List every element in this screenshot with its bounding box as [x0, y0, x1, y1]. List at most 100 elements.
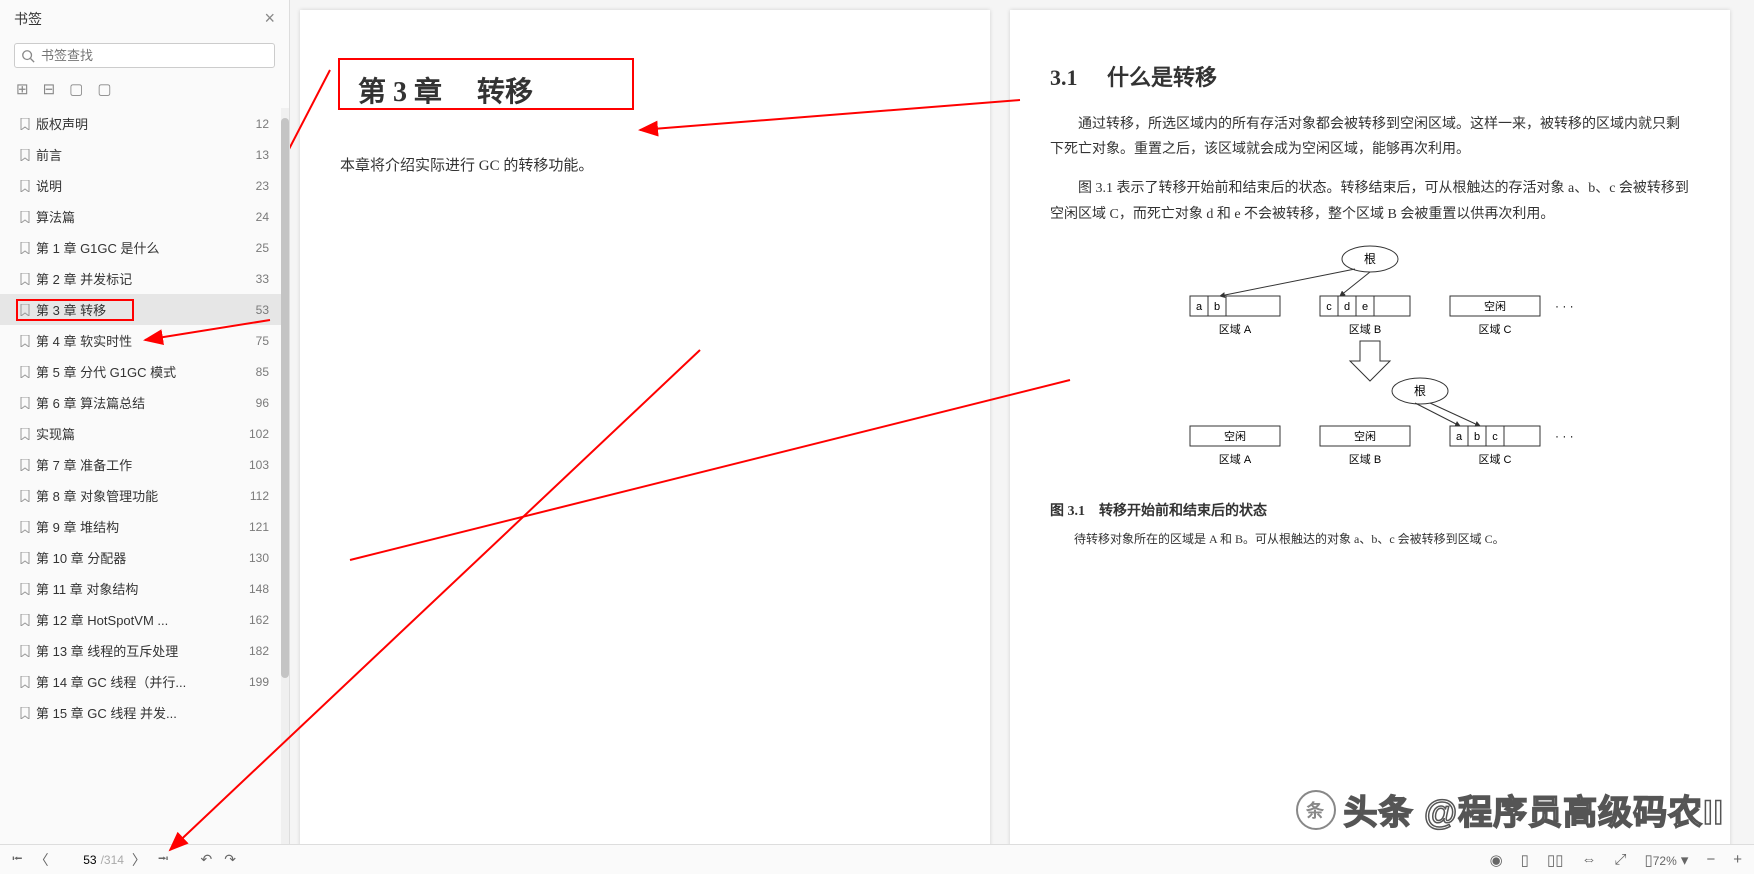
figure-note: 待转移对象所在的区域是 A 和 B。可从根触达的对象 a、b、c 会被转移到区域… — [1050, 530, 1690, 547]
bookmark-item[interactable]: 第 8 章 对象管理功能112 — [0, 480, 289, 511]
bookmark-icon — [20, 335, 30, 347]
section-number: 3.1 — [1050, 65, 1078, 90]
nav-forward-button[interactable]: ↷ — [220, 849, 240, 870]
collapse-icon[interactable]: ⊟ — [43, 80, 56, 98]
bookmark-item[interactable]: 前言13 — [0, 139, 289, 170]
zoom-in-button[interactable]: + — [1729, 849, 1746, 870]
fit-page-icon[interactable]: ⤢ — [1610, 849, 1630, 870]
next-page-button[interactable]: 〉 — [128, 848, 150, 872]
section-name: 什么是转移 — [1107, 65, 1217, 90]
bookmark-icon — [20, 118, 30, 130]
chapter-number: 第 3 章 — [358, 77, 442, 108]
svg-text:· · ·: · · · — [1555, 299, 1574, 313]
last-page-button[interactable]: ⭲ — [154, 846, 173, 874]
svg-text:区域 A: 区域 A — [1219, 453, 1252, 466]
bookmark-item[interactable]: 第 11 章 对象结构148 — [0, 573, 289, 604]
bookmark-label: 第 9 章 堆结构 — [36, 517, 119, 536]
bookmark-item[interactable]: 第 2 章 并发标记33 — [0, 263, 289, 294]
svg-text:区域 A: 区域 A — [1219, 323, 1252, 336]
bookmark-label: 第 14 章 GC 线程（并行... — [36, 672, 186, 691]
svg-text:空闲: 空闲 — [1224, 429, 1246, 443]
bookmark-icon — [20, 676, 30, 688]
bookmarks-sidebar: 书签 × ⊞ ⊟ ▢ ▢ 版权声明12前言13说明23算法篇24第 1 章 G1… — [0, 0, 290, 874]
view-mode-icon[interactable]: ◉ — [1486, 849, 1507, 871]
bookmark-icon — [20, 552, 30, 564]
sidebar-scrollbar-thumb[interactable] — [281, 118, 289, 678]
bookmark-icon — [20, 707, 30, 719]
bookmark-item[interactable]: 第 7 章 准备工作103 — [0, 449, 289, 480]
bookmark-item[interactable]: 第 13 章 线程的互斥处理182 — [0, 635, 289, 666]
zoom-out-button[interactable]: − — [1702, 849, 1719, 870]
svg-text:c: c — [1492, 431, 1498, 443]
bookmark-icon — [20, 180, 30, 192]
paragraph-1: 通过转移，所选区域内的所有存活对象都会被转移到空闲区域。这样一来，被转移的区域内… — [1050, 112, 1690, 162]
bookmark-icon — [20, 521, 30, 533]
svg-text:空闲: 空闲 — [1354, 429, 1376, 443]
page-left: 第 3 章 转移 本章将介绍实际进行 GC 的转移功能。 — [300, 10, 990, 864]
bookmark-item[interactable]: 算法篇24 — [0, 201, 289, 232]
svg-text:c: c — [1326, 301, 1332, 313]
zoom-dropdown[interactable]: ▯72% ▾ — [1640, 849, 1692, 871]
svg-text:根: 根 — [1414, 384, 1426, 398]
bookmark-page-number: 75 — [256, 334, 269, 348]
svg-text:区域 C: 区域 C — [1479, 323, 1512, 336]
bookmark-item[interactable]: 第 10 章 分配器130 — [0, 542, 289, 573]
bookmark-page-number: 85 — [256, 365, 269, 379]
sidebar-scrollbar[interactable] — [281, 108, 289, 874]
bookmark-item[interactable]: 第 12 章 HotSpotVM ...162 — [0, 604, 289, 635]
chapter-intro-text: 本章将介绍实际进行 GC 的转移功能。 — [340, 154, 950, 175]
bookmark-label: 前言 — [36, 145, 62, 164]
bookmark-item[interactable]: 第 4 章 软实时性75 — [0, 325, 289, 356]
bookmark-item[interactable]: 第 14 章 GC 线程（并行...199 — [0, 666, 289, 697]
fit-width-icon[interactable]: ⇔ — [1577, 849, 1600, 870]
svg-text:空闲: 空闲 — [1484, 299, 1506, 313]
bookmark-icon — [20, 459, 30, 471]
bookmark-icon — [20, 304, 30, 316]
bookmark-item[interactable]: 第 9 章 堆结构 121 — [0, 511, 289, 542]
bookmark-page-number: 102 — [249, 427, 269, 441]
bookmark-page-number: 53 — [256, 303, 269, 317]
single-page-icon[interactable]: ▯ — [1517, 849, 1533, 871]
watermark: 条 头条 @程序员高级码农II — [1296, 785, 1725, 834]
bookmark-icon — [20, 614, 30, 626]
bookmark-item[interactable]: 第 1 章 G1GC 是什么25 — [0, 232, 289, 263]
first-page-button[interactable]: ⭰ — [8, 846, 27, 874]
bookmark-icon — [20, 490, 30, 502]
bookmark-label: 第 13 章 线程的互斥处理 — [36, 641, 178, 660]
bookmark-item[interactable]: 版权声明12 — [0, 108, 289, 139]
bookmark-label: 第 8 章 对象管理功能 — [36, 486, 158, 505]
bookmark-search-box[interactable] — [14, 43, 275, 68]
bookmark-item[interactable]: 说明23 — [0, 170, 289, 201]
bookmark-label: 第 1 章 G1GC 是什么 — [36, 238, 160, 257]
bookmark-icon — [20, 273, 30, 285]
bookmark-label: 第 15 章 GC 线程 并发... — [36, 703, 177, 722]
bookmark-page-number: 121 — [249, 520, 269, 534]
bookmark-page-number: 12 — [256, 117, 269, 131]
bookmark-add-icon[interactable]: ▢ — [69, 80, 83, 98]
bookmark-search-input[interactable] — [41, 48, 268, 63]
bookmark-item[interactable]: 第 6 章 算法篇总结96 — [0, 387, 289, 418]
expand-icon[interactable]: ⊞ — [16, 80, 29, 98]
bottom-toolbar: ⭰ 〈 /314 〉 ⭲ ↶ ↷ ◉ ▯ ▯▯ ⇔ ⤢ ▯72% ▾ − + — [0, 844, 1754, 874]
sidebar-toolbar: ⊞ ⊟ ▢ ▢ — [0, 74, 289, 108]
bookmark-list[interactable]: 版权声明12前言13说明23算法篇24第 1 章 G1GC 是什么25第 2 章… — [0, 108, 289, 874]
bookmark-page-number: 24 — [256, 210, 269, 224]
svg-text:区域 C: 区域 C — [1479, 453, 1512, 466]
prev-page-button[interactable]: 〈 — [31, 848, 53, 872]
bookmark-item[interactable]: 实现篇 102 — [0, 418, 289, 449]
close-sidebar-button[interactable]: × — [264, 8, 275, 29]
bookmark-flag-icon[interactable]: ▢ — [97, 80, 111, 98]
figure-3-1-diagram: 根 a b c d e — [1160, 241, 1580, 484]
bookmark-item[interactable]: 第 15 章 GC 线程 并发... — [0, 697, 289, 728]
figure-caption: 图 3.1 转移开始前和结束后的状态 — [1050, 500, 1690, 520]
two-page-icon[interactable]: ▯▯ — [1543, 849, 1568, 871]
bookmark-page-number: 130 — [249, 551, 269, 565]
bookmark-label: 实现篇 — [36, 424, 75, 443]
page-number-input[interactable] — [57, 853, 97, 867]
bookmark-item[interactable]: 第 5 章 分代 G1GC 模式85 — [0, 356, 289, 387]
nav-back-button[interactable]: ↶ — [196, 849, 216, 870]
bookmark-item[interactable]: 第 3 章 转移53 — [0, 294, 289, 325]
svg-text:· · ·: · · · — [1555, 429, 1574, 443]
chapter-name: 转移 — [477, 77, 533, 108]
bookmark-page-number: 96 — [256, 396, 269, 410]
